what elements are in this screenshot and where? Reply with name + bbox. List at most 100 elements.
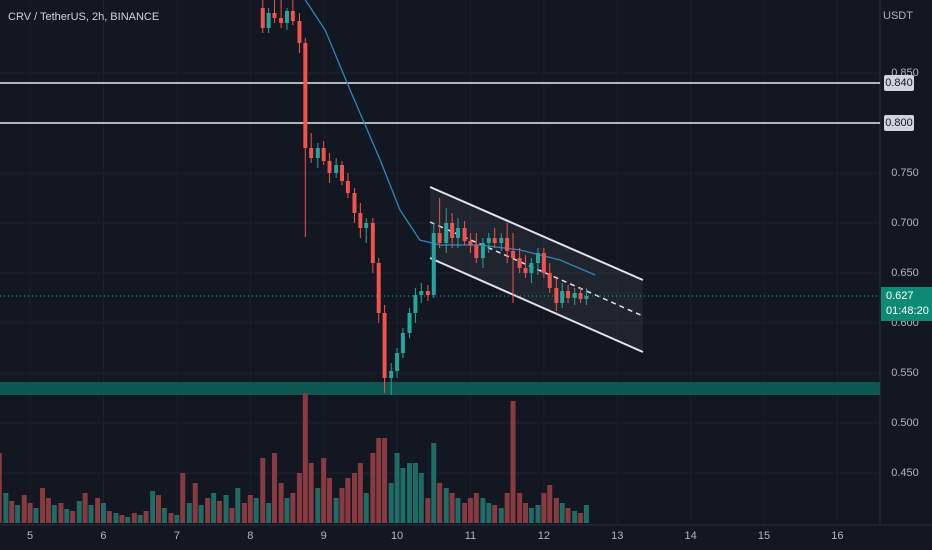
volume-bar: [271, 453, 277, 523]
volume-bar: [88, 505, 94, 523]
y-tick-label: 0.450: [891, 467, 919, 479]
volume-bar: [95, 498, 101, 523]
x-tick-label: 13: [611, 530, 623, 542]
last-price-box: [881, 287, 932, 321]
volume-bar: [33, 508, 39, 523]
x-tick-label: 9: [321, 530, 327, 542]
volume-bar: [76, 501, 82, 523]
volume-bar: [388, 483, 394, 523]
volume-bar: [443, 488, 449, 523]
volume-bar: [45, 498, 51, 523]
volume-bar: [82, 493, 88, 523]
volume-bar: [106, 511, 112, 523]
volume-bar: [284, 498, 290, 523]
x-tick-label: 7: [174, 530, 180, 542]
volume-bar: [400, 468, 406, 523]
volume-bar: [541, 493, 547, 523]
volume-bar: [480, 498, 486, 523]
volume-bar: [473, 493, 479, 523]
volume-bar: [143, 511, 149, 523]
volume-bar: [462, 503, 468, 523]
volume-bar: [241, 503, 247, 523]
volume-bar: [223, 495, 229, 523]
chart-title: CRV / TetherUS, 2h, BINANCE: [8, 11, 159, 23]
candle-body: [370, 223, 375, 263]
candle-body: [376, 263, 381, 313]
volume-bar: [486, 503, 492, 523]
volume-bar: [21, 495, 27, 523]
candle-body: [499, 238, 504, 243]
candle-body: [541, 253, 546, 273]
candle-body: [535, 253, 540, 263]
y-tick-label: 0.750: [891, 167, 919, 179]
volume-bar: [150, 491, 156, 523]
candle-body: [279, 18, 284, 23]
candle-body: [492, 238, 497, 243]
candle-body: [523, 268, 528, 273]
volume-bar: [547, 485, 553, 523]
candle-body: [407, 313, 412, 333]
volume-bar: [467, 498, 473, 523]
x-tick-label: 8: [247, 530, 253, 542]
last-price-label: 0.627: [886, 290, 914, 302]
candle-body: [480, 243, 485, 258]
volume-bar: [431, 443, 437, 523]
candle-body: [584, 296, 589, 299]
channel-line: [429, 257, 644, 353]
candle-body: [340, 165, 345, 181]
volume-bar: [100, 503, 106, 523]
candle-body: [547, 273, 552, 288]
volume-bar: [266, 503, 272, 523]
volume-bar: [517, 493, 523, 523]
volume-bar: [345, 478, 351, 523]
candle-body: [517, 258, 522, 268]
candle-body: [272, 13, 277, 18]
volume-bar: [40, 488, 46, 523]
x-tick-label: 15: [758, 530, 770, 542]
x-tick-label: 12: [538, 530, 550, 542]
candle-body: [413, 295, 418, 313]
candle-body: [266, 13, 271, 28]
volume-bar: [229, 508, 235, 523]
x-tick-label: 6: [100, 530, 106, 542]
volume-bar: [27, 503, 33, 523]
volume-bar: [192, 483, 198, 523]
candle-body: [358, 213, 363, 228]
volume-bar: [523, 503, 529, 523]
candle-body: [382, 313, 387, 378]
candle-body: [364, 223, 369, 228]
volume-bar: [553, 498, 559, 523]
volume-bar: [407, 463, 413, 523]
volume-bar: [394, 453, 400, 523]
volume-bar: [168, 513, 174, 523]
volume-bar: [528, 508, 534, 523]
hline-label: 0.800: [885, 117, 913, 129]
volume-bar: [412, 463, 418, 523]
volume-bar: [15, 505, 21, 523]
volume-bar: [58, 503, 64, 523]
volume-bar: [3, 493, 9, 523]
candle-body: [505, 238, 510, 251]
x-tick-label: 16: [831, 530, 843, 542]
volume-bar: [492, 505, 498, 523]
candle-body: [334, 165, 339, 173]
volume-bar: [253, 498, 259, 523]
volume-bar: [455, 498, 461, 523]
candle-body: [345, 181, 350, 193]
price-label-box: [884, 75, 914, 91]
candle-body: [284, 11, 289, 23]
candle-body: [529, 263, 534, 273]
volume-bar: [572, 511, 578, 523]
volume-bar: [211, 493, 217, 523]
candle-body: [297, 21, 302, 43]
volume-bar: [327, 478, 333, 523]
candle-body: [455, 228, 460, 238]
volume-bar: [535, 505, 541, 523]
countdown-label: 01:48:20: [886, 305, 929, 317]
volume-bar: [583, 505, 589, 523]
volume-bar: [370, 453, 376, 523]
moving-average: [304, 0, 596, 276]
hline-label: 0.840: [885, 77, 913, 89]
volume-bar: [174, 515, 180, 523]
volume-bar: [119, 515, 125, 523]
